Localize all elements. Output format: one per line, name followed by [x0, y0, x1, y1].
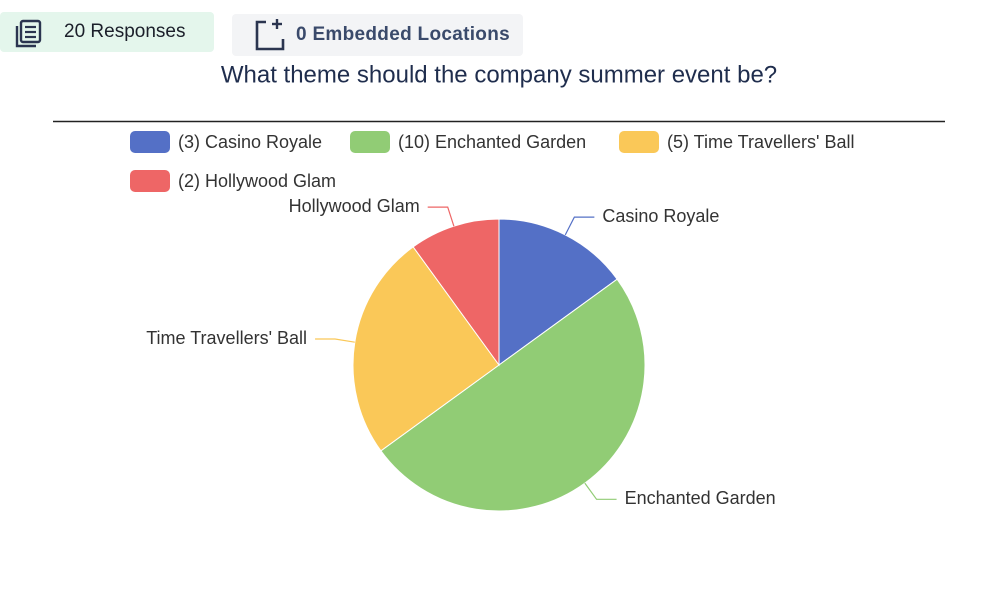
legend-label: (2) Hollywood Glam — [178, 171, 336, 191]
legend-swatch — [619, 131, 659, 153]
embedded-text: 0 Embedded Locations — [296, 24, 510, 45]
legend-label: (5) Time Travellers' Ball — [667, 132, 854, 152]
leader-line — [564, 216, 595, 236]
leader-line — [584, 482, 617, 500]
legend-swatch — [130, 131, 170, 153]
legend-swatch — [130, 170, 170, 192]
chart-title: What theme should the company summer eve… — [221, 61, 777, 88]
leader-line — [315, 338, 355, 343]
embedded-button[interactable]: 0 Embedded Locations — [232, 14, 523, 56]
slice-label: Enchanted Garden — [625, 488, 776, 508]
slice-label: Casino Royale — [602, 206, 719, 226]
leader-line — [427, 206, 455, 227]
legend-label: (10) Enchanted Garden — [398, 132, 586, 152]
legend-label: (3) Casino Royale — [178, 132, 322, 152]
pie-slice — [498, 218, 618, 366]
legend-swatch — [350, 131, 390, 153]
pie-slice — [352, 246, 500, 452]
responses-icon — [15, 19, 42, 48]
slice-label: Time Travellers' Ball — [146, 328, 307, 348]
responses-button[interactable]: 20 Responses — [0, 12, 214, 52]
embedded-icon — [255, 19, 285, 51]
pie-slice — [412, 218, 500, 367]
pie-slice — [380, 278, 646, 512]
slice-label: Hollywood Glam — [289, 196, 420, 216]
responses-text: 20 Responses — [64, 21, 186, 42]
